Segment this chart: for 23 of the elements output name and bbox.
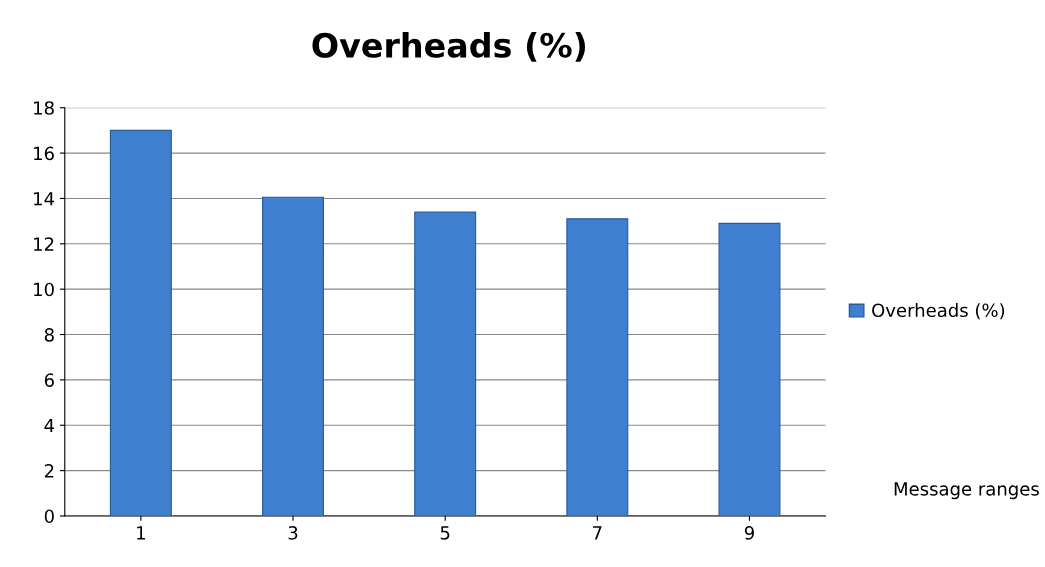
bar	[414, 211, 477, 516]
bar	[262, 196, 325, 516]
x-tick-label: 7	[593, 526, 602, 540]
bar	[109, 129, 172, 516]
x-tick-label: 5	[440, 526, 450, 540]
y-tick-label: 18	[34, 101, 54, 115]
x-tick-label: 1	[137, 526, 145, 540]
x-axis-title: Message ranges	[894, 482, 1039, 500]
legend-label: Overheads (%)	[872, 303, 1005, 320]
y-tick-label: 12	[34, 237, 54, 251]
y-tick-label: 14	[34, 192, 55, 206]
y-tick-label: 6	[44, 373, 54, 388]
y-tick-label: 2	[44, 464, 54, 478]
bar	[566, 218, 629, 516]
chart-title: Overheads (%)	[312, 32, 586, 62]
y-tick-label: 10	[34, 282, 54, 297]
bar	[718, 222, 781, 516]
x-tick-label: 9	[744, 526, 754, 540]
y-tick-label: 16	[34, 146, 54, 161]
y-tick-label: 0	[44, 509, 54, 524]
x-tick-label: 3	[288, 526, 298, 540]
y-tick-label: 4	[44, 418, 55, 433]
y-tick-label: 8	[44, 327, 54, 342]
